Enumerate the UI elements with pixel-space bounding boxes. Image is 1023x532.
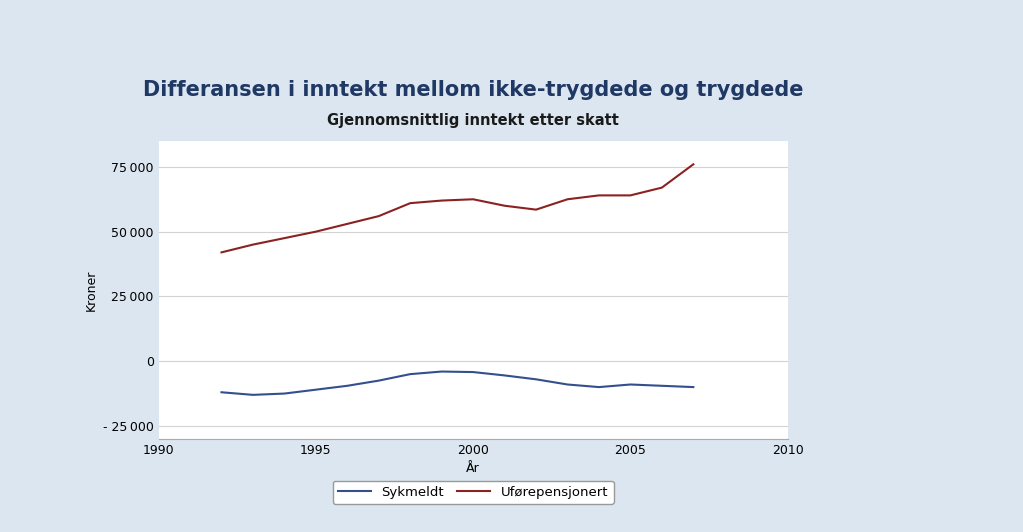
Sykmeldt xyxy=(687,384,700,390)
Sykmeldt xyxy=(404,371,416,377)
Sykmeldt xyxy=(310,386,322,393)
Uforepensjonert xyxy=(687,161,700,168)
Sykmeldt xyxy=(216,389,228,395)
Sykmeldt xyxy=(247,392,259,398)
Sykmeldt xyxy=(624,381,636,388)
Uforepensjonert xyxy=(436,197,448,204)
Uforepensjonert xyxy=(310,228,322,235)
Uforepensjonert xyxy=(593,192,606,198)
Sykmeldt xyxy=(656,383,668,389)
Uforepensjonert xyxy=(247,242,259,248)
Uforepensjonert xyxy=(278,235,291,242)
Sykmeldt xyxy=(342,383,354,389)
Uforepensjonert xyxy=(656,185,668,191)
Sykmeldt xyxy=(436,368,448,375)
Sykmeldt xyxy=(562,381,574,388)
Uforepensjonert xyxy=(624,192,636,198)
Text: Differansen i inntekt mellom ikke-trygdede og trygdede: Differansen i inntekt mellom ikke-trygde… xyxy=(143,80,803,101)
Uforepensjonert xyxy=(372,213,385,219)
X-axis label: År: År xyxy=(466,462,480,475)
Sykmeldt xyxy=(372,377,385,384)
Line: Uforepensjonert: Uforepensjonert xyxy=(222,164,694,252)
Sykmeldt xyxy=(468,369,480,375)
Uforepensjonert xyxy=(404,200,416,206)
Text: Gjennomsnittlig inntekt etter skatt: Gjennomsnittlig inntekt etter skatt xyxy=(327,113,619,128)
Uforepensjonert xyxy=(530,206,542,213)
Sykmeldt xyxy=(593,384,606,390)
Sykmeldt xyxy=(278,390,291,397)
Uforepensjonert xyxy=(468,196,480,203)
Uforepensjonert xyxy=(562,196,574,203)
Uforepensjonert xyxy=(342,221,354,227)
Uforepensjonert xyxy=(216,249,228,255)
Y-axis label: Kroner: Kroner xyxy=(84,269,97,311)
Uforepensjonert xyxy=(498,203,510,209)
Line: Sykmeldt: Sykmeldt xyxy=(222,371,694,395)
Sykmeldt xyxy=(530,376,542,383)
Sykmeldt xyxy=(498,372,510,379)
Legend: Sykmeldt, Uførepensjonert: Sykmeldt, Uførepensjonert xyxy=(332,480,614,504)
